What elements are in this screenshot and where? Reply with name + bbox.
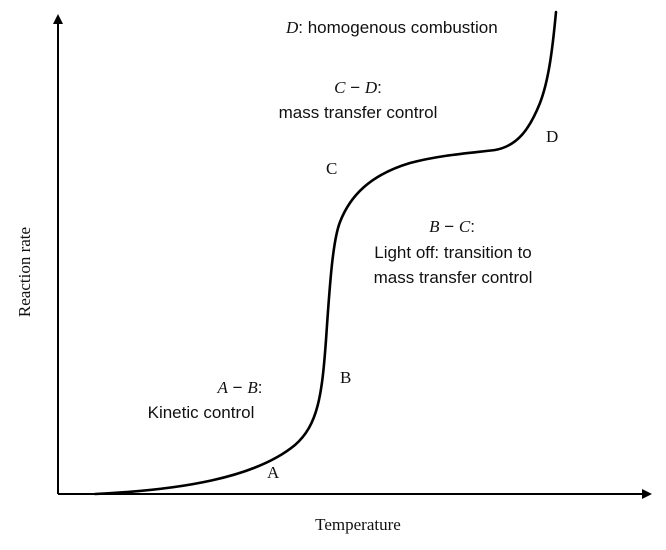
- point-label-c: C: [326, 159, 337, 178]
- region-ab-title: A − B:: [217, 378, 263, 397]
- region-d-label: D: homogenous combustion: [285, 18, 498, 37]
- region-bc-title: B − C:: [429, 217, 475, 236]
- point-label-d: D: [546, 127, 558, 146]
- region-bc-desc-line2: mass transfer control: [374, 268, 533, 287]
- point-label-a: A: [267, 463, 280, 482]
- region-ab-desc: Kinetic control: [148, 403, 255, 422]
- x-axis-label: Temperature: [315, 515, 401, 534]
- y-axis-label: Reaction rate: [15, 227, 34, 317]
- region-bc-desc-line1: Light off: transition to: [374, 243, 532, 262]
- reaction-rate-curve: [93, 10, 558, 496]
- region-cd-title: C − D:: [334, 78, 382, 97]
- region-cd-desc: mass transfer control: [279, 103, 438, 122]
- point-label-b: B: [340, 368, 351, 387]
